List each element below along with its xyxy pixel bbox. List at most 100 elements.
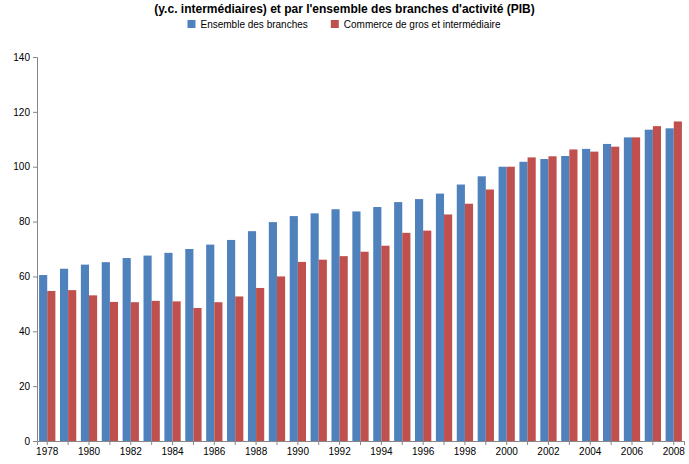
- x-tick: [611, 441, 612, 445]
- x-tick-mark: [318, 441, 319, 445]
- legend-swatch: [187, 20, 195, 28]
- bar: [507, 167, 515, 441]
- y-tick-mark: [33, 386, 37, 387]
- bar: [381, 246, 389, 441]
- x-tick-label: 1982: [120, 446, 143, 457]
- bar: [331, 209, 339, 441]
- x-tick-mark: [276, 441, 277, 445]
- x-tick-mark: [652, 441, 653, 445]
- bar: [519, 162, 527, 441]
- series: [47, 121, 682, 441]
- y-tick-mark: [33, 441, 37, 442]
- x-tick-label: 1986: [203, 446, 226, 457]
- x-tick-mark: [109, 441, 110, 445]
- y-tick-label: 0: [24, 436, 30, 447]
- bar: [402, 233, 410, 441]
- legend-swatch: [331, 20, 339, 28]
- x-tick-mark: [423, 441, 424, 445]
- x-tick: 1996: [412, 441, 435, 457]
- bar: [102, 262, 110, 441]
- x-tick: 1980: [78, 441, 101, 457]
- y-tick: 80: [19, 216, 37, 227]
- x-tick-label: 1992: [328, 446, 351, 457]
- x-tick-label: 1980: [78, 446, 101, 457]
- y-tick: 40: [19, 326, 37, 337]
- x-tick-label: 2004: [579, 446, 602, 457]
- x-tick-mark: [381, 441, 382, 445]
- plot: 0204060801001201401978198019821984198619…: [13, 52, 685, 457]
- x-tick: [276, 441, 277, 445]
- x-tick: [652, 441, 653, 445]
- x-tick: 2002: [537, 441, 560, 457]
- x-tick: 2006: [621, 441, 644, 457]
- bar: [152, 301, 160, 441]
- legend: Ensemble des branchesCommerce de gros et…: [187, 19, 500, 30]
- x-tick-mark: [339, 441, 340, 445]
- bar: [110, 302, 118, 441]
- x-tick: [444, 441, 445, 445]
- bar: [298, 262, 306, 441]
- x-tick-mark: [485, 441, 486, 445]
- bar: [123, 258, 131, 441]
- x-tick-label: 1994: [370, 446, 393, 457]
- x-tick: [235, 441, 236, 445]
- y-tick-label: 20: [19, 381, 31, 392]
- x-tick: 1988: [245, 441, 268, 457]
- x-tick-mark: [631, 441, 632, 445]
- bar: [81, 265, 89, 441]
- x-tick-mark: [569, 441, 570, 445]
- chart: (y.c. intermédiaires) et par l'ensemble …: [0, 0, 689, 464]
- x-tick-mark: [214, 441, 215, 445]
- y-tick-mark: [33, 222, 37, 223]
- legend-item: Ensemble des branches: [187, 19, 307, 30]
- x-tick: 1986: [203, 441, 226, 457]
- y-tick: 120: [13, 107, 37, 118]
- x-tick-label: 1984: [161, 446, 184, 457]
- x-tick-mark: [193, 441, 194, 445]
- x-tick-mark: [360, 441, 361, 445]
- x-tick: 1984: [161, 441, 184, 457]
- x-tick: [569, 441, 570, 445]
- x-tick: [527, 441, 528, 445]
- bar: [227, 240, 235, 441]
- bar: [193, 308, 201, 441]
- bar: [248, 231, 256, 441]
- x-tick: 2000: [496, 441, 519, 457]
- x-tick: 2008: [663, 441, 686, 457]
- x-tick-label: 2002: [537, 446, 560, 457]
- bar: [611, 147, 619, 441]
- x-tick: 1978: [36, 441, 59, 457]
- x-tick-mark: [506, 441, 507, 445]
- bar: [540, 159, 548, 441]
- bar: [185, 249, 193, 441]
- series: [39, 128, 674, 441]
- x-tick-mark: [444, 441, 445, 445]
- bar: [319, 260, 327, 441]
- y-axis-line: [33, 58, 38, 442]
- x-tick-label: 1988: [245, 446, 268, 457]
- bar: [60, 269, 68, 441]
- y-tick-label: 40: [19, 326, 31, 337]
- x-axis-line: [38, 442, 685, 446]
- x-tick-mark: [548, 441, 549, 445]
- y-tick-label: 80: [19, 216, 31, 227]
- x-tick: 1982: [120, 441, 143, 457]
- bar: [89, 295, 97, 441]
- bar: [311, 213, 319, 441]
- bars: [39, 121, 682, 441]
- bar: [352, 211, 360, 441]
- x-tick: [318, 441, 319, 445]
- x-tick: [193, 441, 194, 445]
- y-tick: 100: [13, 161, 37, 172]
- x-tick: 2004: [579, 441, 602, 457]
- x-tick-label: 2000: [496, 446, 519, 457]
- bar: [68, 290, 76, 441]
- x-tick: [68, 441, 69, 445]
- x-tick-mark: [89, 441, 90, 445]
- bar: [131, 302, 139, 441]
- x-tick-mark: [68, 441, 69, 445]
- x-tick: 1994: [370, 441, 393, 457]
- bar: [340, 256, 348, 441]
- y-tick-label: 140: [13, 52, 30, 63]
- x-tick-label: 1998: [454, 446, 477, 457]
